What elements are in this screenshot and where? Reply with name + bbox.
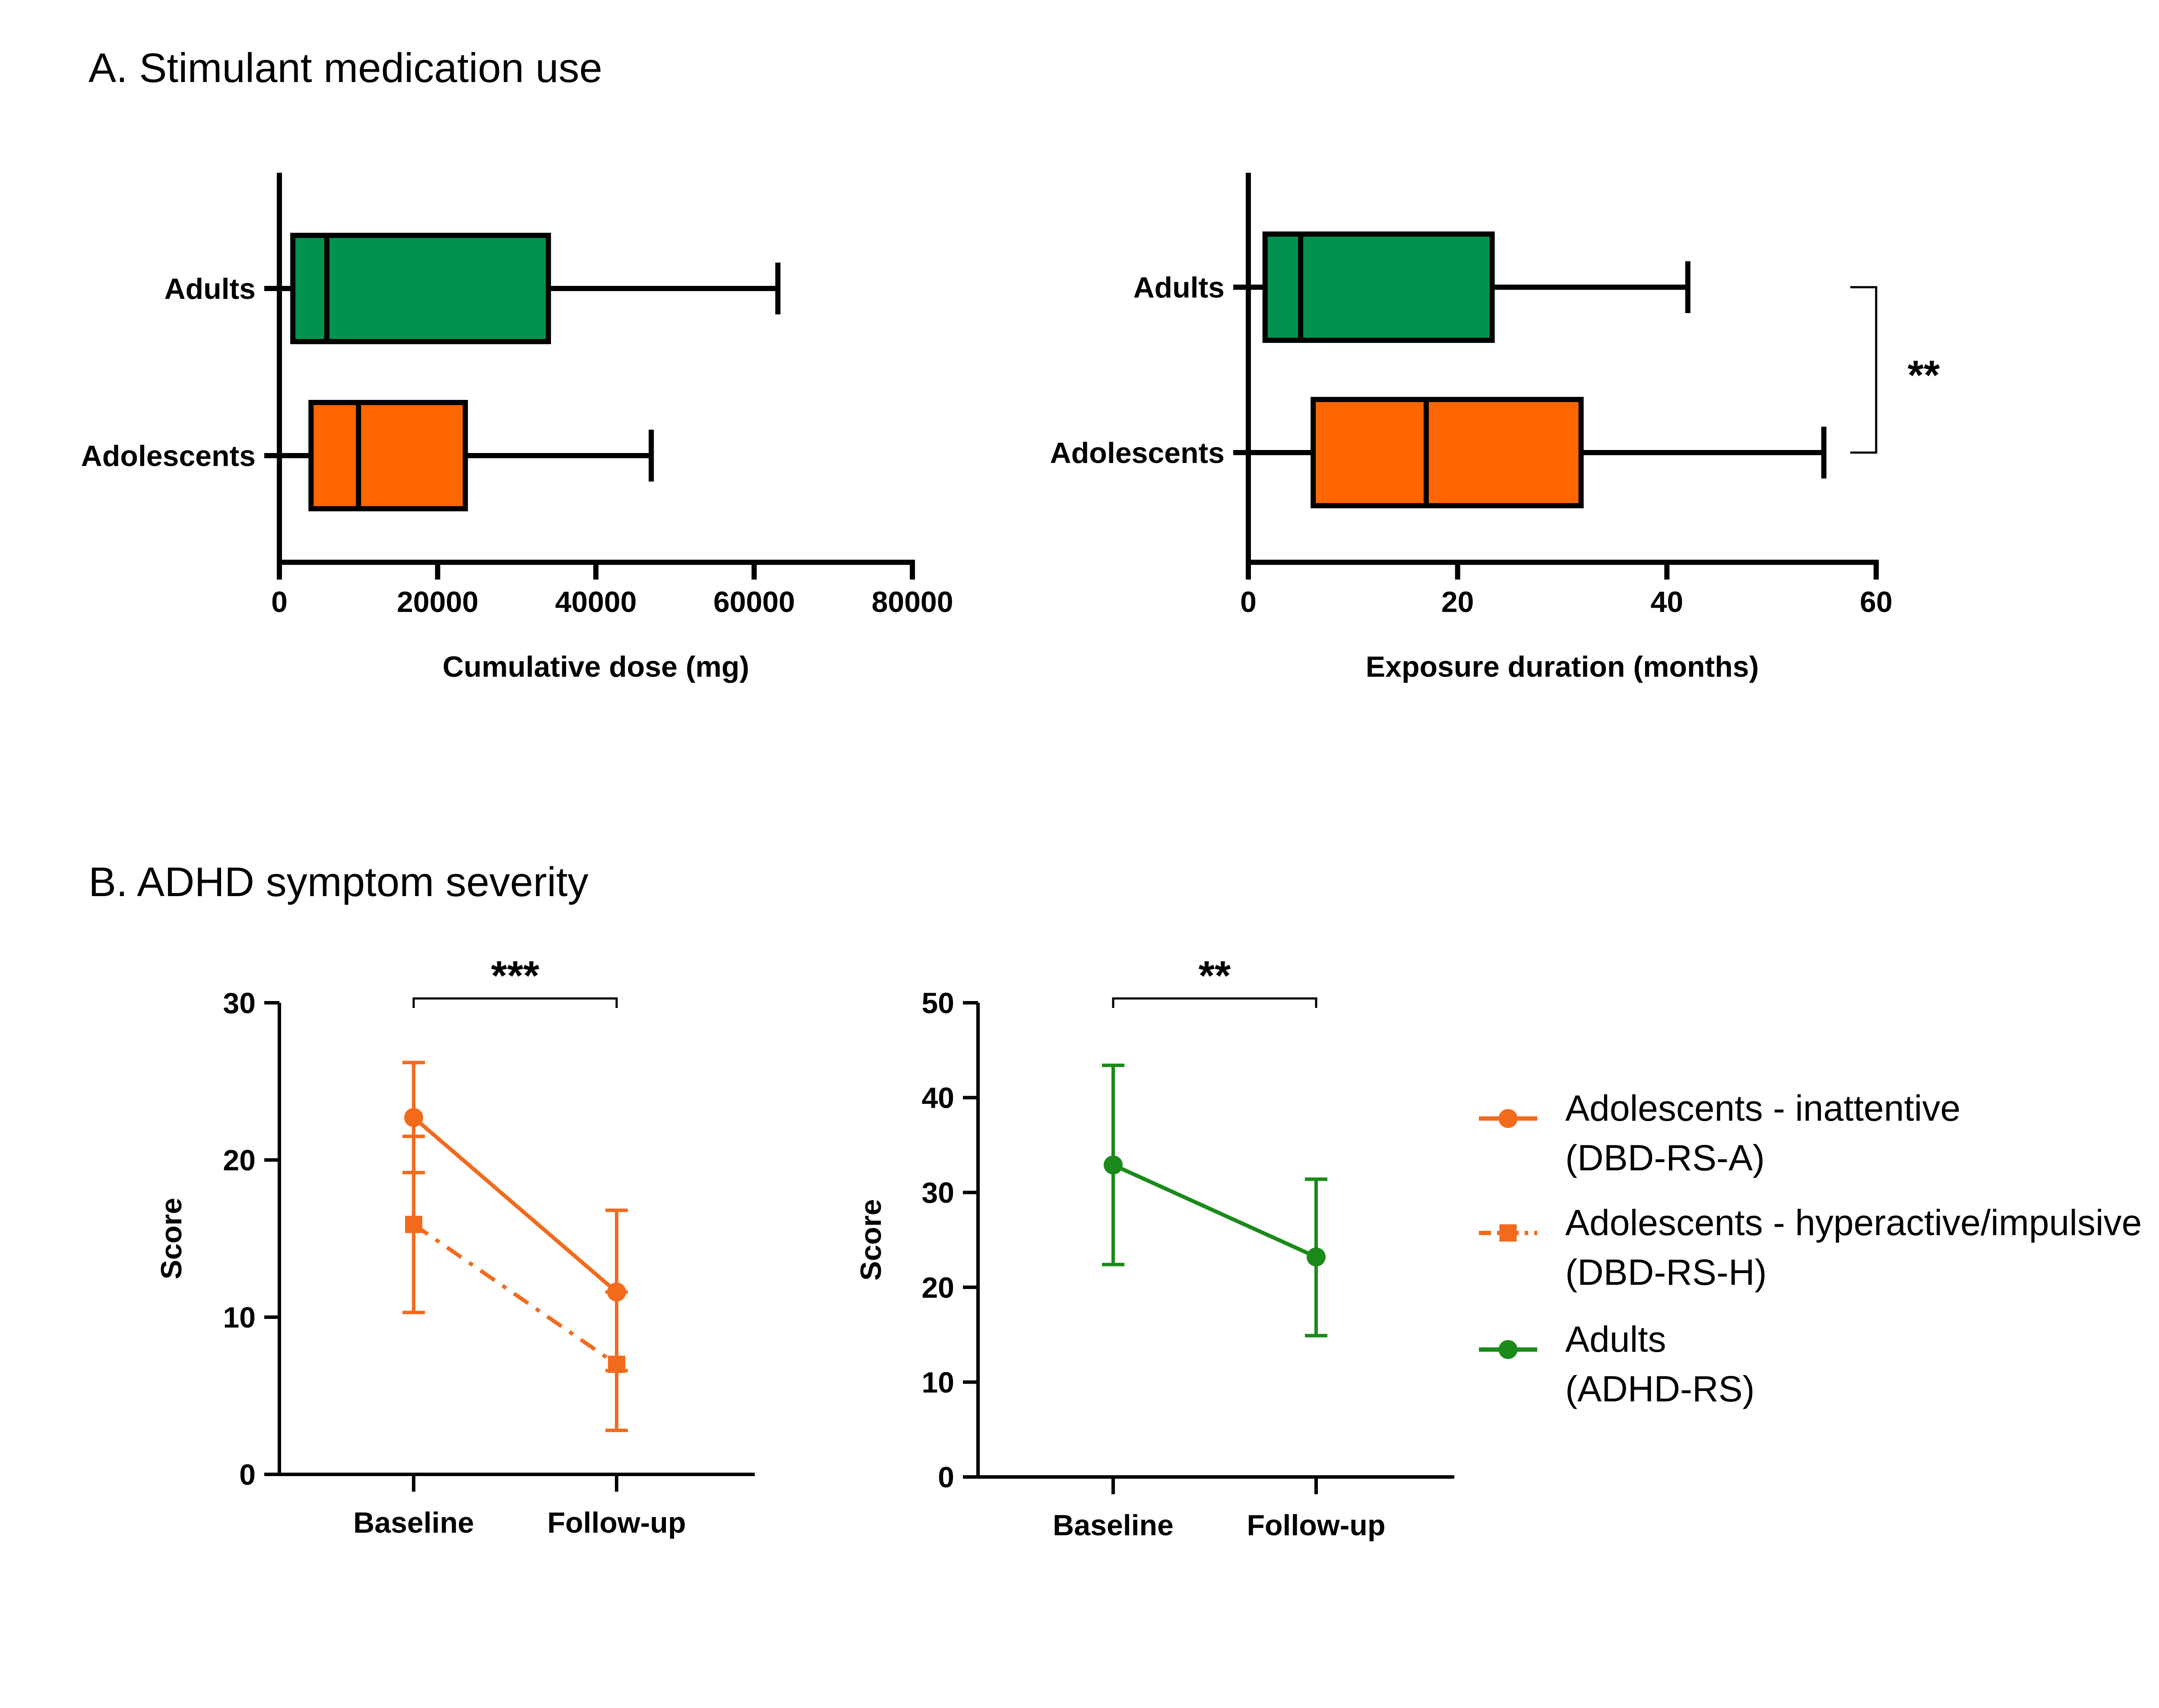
category-label: Adults <box>1133 271 1225 304</box>
panel-b-title: B. ADHD symptom severity <box>89 859 589 905</box>
category-label: Adults <box>164 273 256 305</box>
panel-a-title: A. Stimulant medication use <box>89 45 602 91</box>
series-line <box>412 1223 618 1366</box>
iqr-box <box>290 233 551 344</box>
y-tick-label: 0 <box>239 1458 256 1491</box>
y-tick-label: 50 <box>921 987 954 1020</box>
x-tick-label: 20000 <box>397 586 478 618</box>
legend-sublabel: (DBD-RS-A) <box>1565 1138 1765 1178</box>
category-label: Adolescents <box>1050 437 1225 469</box>
y-tick-label: 10 <box>223 1301 256 1334</box>
y-axis-label: Score <box>855 1199 887 1281</box>
box-adults: Adults <box>164 233 781 344</box>
data-point <box>608 1356 625 1373</box>
legend-label: Adults <box>1565 1319 1666 1359</box>
exposure-duration-boxplot: 0 20 40 60 Exposure duration (months) Adults A… <box>1050 173 1940 683</box>
series-line <box>412 1116 618 1294</box>
box-adolescents: Adolescents <box>81 400 654 511</box>
legend-item-1: Adolescents - inattentive (DBD-RS-A) <box>1479 1088 1960 1178</box>
legend-label: Adolescents - hyperactive/impulsive <box>1565 1202 2142 1243</box>
significance-label: ** <box>1199 953 1231 999</box>
x-tick-label: 80000 <box>871 586 953 618</box>
iqr-box <box>1311 397 1584 508</box>
y-tick-label: 0 <box>938 1461 954 1494</box>
legend-swatch-marker <box>1498 1109 1518 1128</box>
series-line <box>1112 1163 1317 1259</box>
x-tick-label: Baseline <box>353 1506 474 1539</box>
x-tick-label: Baseline <box>1053 1509 1174 1542</box>
y-tick-label: 30 <box>223 987 256 1020</box>
y-tick-label: 40 <box>921 1082 954 1115</box>
x-tick-label: Follow-up <box>1247 1509 1385 1542</box>
legend-label: Adolescents - inattentive <box>1565 1088 1960 1128</box>
x-tick-label: 40000 <box>555 586 636 618</box>
x-axis-label: Cumulative dose (mg) <box>443 650 749 683</box>
y-tick-label: 20 <box>223 1144 256 1177</box>
cumulative-dose-boxplot: 0 20000 40000 60000 80000 Cumulative dose (mg… <box>81 173 953 683</box>
x-tick-label: 40 <box>1651 586 1684 618</box>
legend: Adolescents - inattentive(DBD-RS-A)Adole… <box>1479 1088 2142 1409</box>
legend-sublabel: (DBD-RS-H) <box>1565 1252 1767 1293</box>
y-tick-label: 10 <box>921 1366 954 1399</box>
series-2 <box>402 1134 628 1432</box>
legend-item-3: Adults (ADHD-RS) <box>1479 1319 1755 1409</box>
series-1 <box>402 1061 628 1372</box>
x-axis-label: Exposure duration (months) <box>1366 650 1759 683</box>
legend-sublabel: (ADHD-RS) <box>1565 1369 1755 1409</box>
category-label: Adolescents <box>81 440 256 472</box>
legend-swatch-marker <box>1498 1340 1518 1359</box>
significance-bracket <box>412 997 618 1008</box>
significance-label: ** <box>1908 352 1940 399</box>
x-tick-label: 0 <box>1240 586 1257 618</box>
x-tick-label: 60 <box>1860 586 1893 618</box>
x-tick-label: Follow-up <box>547 1506 686 1539</box>
x-tick-label: 60000 <box>713 586 795 618</box>
box-adolescents: Adolescents <box>1050 397 1827 508</box>
iqr-box <box>308 400 468 511</box>
significance-bracket <box>1850 286 1877 454</box>
adult-score-chart: 0 10 20 30 40 50 Score Baseline Follow-up ** <box>855 953 1454 1542</box>
data-point <box>1307 1247 1326 1267</box>
data-point <box>1104 1155 1123 1175</box>
significance-label: *** <box>491 953 540 999</box>
box-adults: Adults <box>1133 231 1690 343</box>
legend-item-2: Adolescents - hyperactive/impulsive (DBD-… <box>1479 1202 2142 1293</box>
adolescent-score-chart: 0 10 20 30 Score Baseline Follow-up *** <box>155 953 755 1539</box>
y-tick-label: 20 <box>921 1271 954 1304</box>
significance-bracket <box>1112 997 1317 1008</box>
y-tick-label: 30 <box>921 1176 954 1209</box>
series-1 <box>1102 1063 1327 1337</box>
y-axis-label: Score <box>155 1198 188 1280</box>
data-point <box>405 1216 422 1233</box>
x-tick-label: 0 <box>271 586 288 618</box>
x-tick-label: 20 <box>1441 586 1474 618</box>
legend-swatch-marker <box>1499 1224 1517 1242</box>
data-point <box>404 1108 423 1127</box>
